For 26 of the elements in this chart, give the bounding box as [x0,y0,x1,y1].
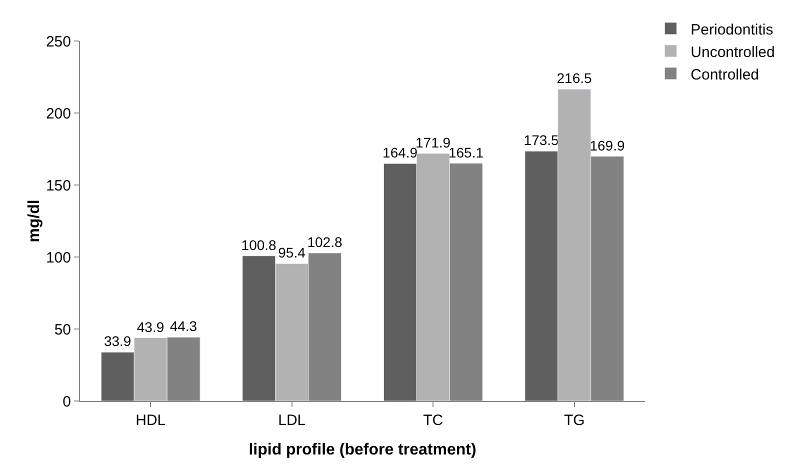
legend-label: Controlled [690,66,760,84]
data-label: 100.8 [241,236,277,253]
x-axis-title: lipid profile (before treatment) [248,442,476,459]
data-label: 33.9 [104,333,132,350]
y-axis-title: mg/dl [26,200,43,242]
legend-label: Uncontrolled [690,44,775,61]
x-tick-label: LDL [278,412,306,429]
data-label: 216.5 [556,70,592,86]
data-label: 95.4 [278,244,306,261]
x-tick-label: TC [423,412,444,429]
x-tick-label: HDL [136,412,166,429]
data-label: 102.8 [307,234,342,250]
data-label: 44.3 [170,318,198,334]
y-tick-label: 250 [46,33,71,50]
legend-label: Periodontitis [690,21,774,38]
y-tick-label: 200 [46,105,71,122]
data-label: 164.9 [382,144,418,161]
data-label: 169.9 [590,137,625,154]
y-tick-label: 0 [62,393,71,410]
y-tick-label: 150 [46,177,71,194]
x-tick-label: TG [564,412,585,429]
y-tick-label: 100 [46,249,71,266]
data-label: 173.5 [524,132,560,148]
data-label: 43.9 [136,318,164,335]
data-label: 171.9 [416,134,451,150]
y-tick-label: 50 [54,321,71,338]
